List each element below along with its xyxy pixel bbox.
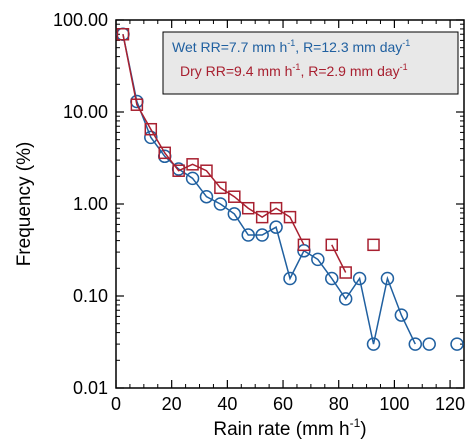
data-point-circle	[366, 337, 381, 351]
series-line	[122, 34, 305, 246]
y-tick-label: 1.00	[73, 194, 108, 214]
y-tick-label: 10.00	[63, 102, 108, 122]
data-point-circle	[199, 189, 214, 204]
data-point-square	[269, 201, 283, 215]
data-point-circle	[311, 252, 325, 267]
x-axis-title-sup: -1	[350, 416, 361, 430]
data-point-square	[325, 238, 339, 252]
data-point-circle	[213, 197, 228, 211]
legend-entry-wet: Wet RR=7.7 mm h-1, R=12.3 mm day-1	[172, 38, 410, 55]
x-tick-label: 120	[435, 394, 465, 414]
data-point-square	[172, 164, 185, 177]
x-axis-title-tail: )	[360, 419, 366, 440]
data-point-square	[214, 181, 227, 195]
legend-box	[162, 31, 459, 95]
x-tick-label: 100	[379, 394, 409, 414]
data-point-circle	[394, 308, 409, 322]
series-layer	[116, 27, 464, 351]
data-point-circle	[283, 271, 297, 286]
data-point-square	[241, 201, 255, 215]
legend-entry-dry: Dry RR=9.4 mm h-1, R=2.9 mm day-1	[180, 62, 408, 79]
x-axis-title-base: Rain rate (mm h	[213, 419, 349, 440]
legend-dry-base: Dry RR=9.4 mm h	[180, 63, 292, 79]
data-point-square	[186, 158, 199, 171]
data-point-circle	[185, 171, 200, 186]
data-point-square	[255, 210, 269, 224]
data-point-square	[367, 238, 380, 252]
y-tick-label: 0.10	[73, 286, 108, 306]
data-point-square	[200, 164, 213, 177]
x-tick-label: 60	[273, 394, 293, 414]
x-tick-label: 20	[162, 394, 182, 414]
legend-wet-mid: , R=12.3 mm day	[295, 39, 402, 55]
series-line	[331, 244, 347, 273]
series-1	[116, 28, 380, 279]
data-point-circle	[227, 207, 242, 221]
data-point-square	[130, 98, 144, 111]
data-point-circle	[325, 271, 339, 286]
data-point-circle	[450, 337, 464, 351]
axis-ticks: 0 20 40 60 80 100 120 0.01 0.10 1.00 10.00 100.00	[53, 10, 465, 414]
y-tick-label: 0.01	[73, 378, 108, 398]
data-point-circle	[422, 337, 436, 351]
legend-dry-mid: , R=2.9 mm day	[300, 63, 399, 79]
data-point-square	[116, 28, 130, 41]
x-tick-label: 40	[217, 394, 237, 414]
data-point-square	[144, 122, 158, 136]
data-point-square	[228, 190, 241, 203]
legend-dry-sup1: -1	[292, 62, 300, 72]
y-axis-title: Frequency (%)	[14, 142, 35, 267]
x-tick-label: 80	[329, 394, 349, 414]
y-tick-label: 100.00	[53, 10, 108, 30]
data-point-circle	[380, 271, 395, 286]
data-point-circle	[408, 337, 423, 351]
data-point-square	[158, 146, 171, 160]
data-point-circle	[338, 292, 353, 306]
legend: Wet RR=7.7 mm h-1, R=12.3 mm day-1 Dry R…	[162, 31, 459, 95]
legend-wet-base: Wet RR=7.7 mm h	[172, 39, 287, 55]
x-axis-title: Rain rate (mm h-1)	[213, 416, 366, 440]
legend-dry-sup2: -1	[400, 62, 408, 72]
data-point-circle	[255, 228, 269, 242]
x-tick-label: 0	[111, 394, 121, 414]
data-point-square	[339, 266, 352, 279]
data-point-circle	[352, 271, 367, 286]
data-point-square	[283, 210, 297, 224]
data-point-square	[297, 238, 311, 252]
data-point-circle	[269, 220, 283, 234]
data-point-circle	[144, 130, 158, 145]
data-point-circle	[241, 228, 255, 242]
legend-wet-sup2: -1	[402, 38, 410, 48]
legend-wet-sup1: -1	[287, 38, 295, 48]
